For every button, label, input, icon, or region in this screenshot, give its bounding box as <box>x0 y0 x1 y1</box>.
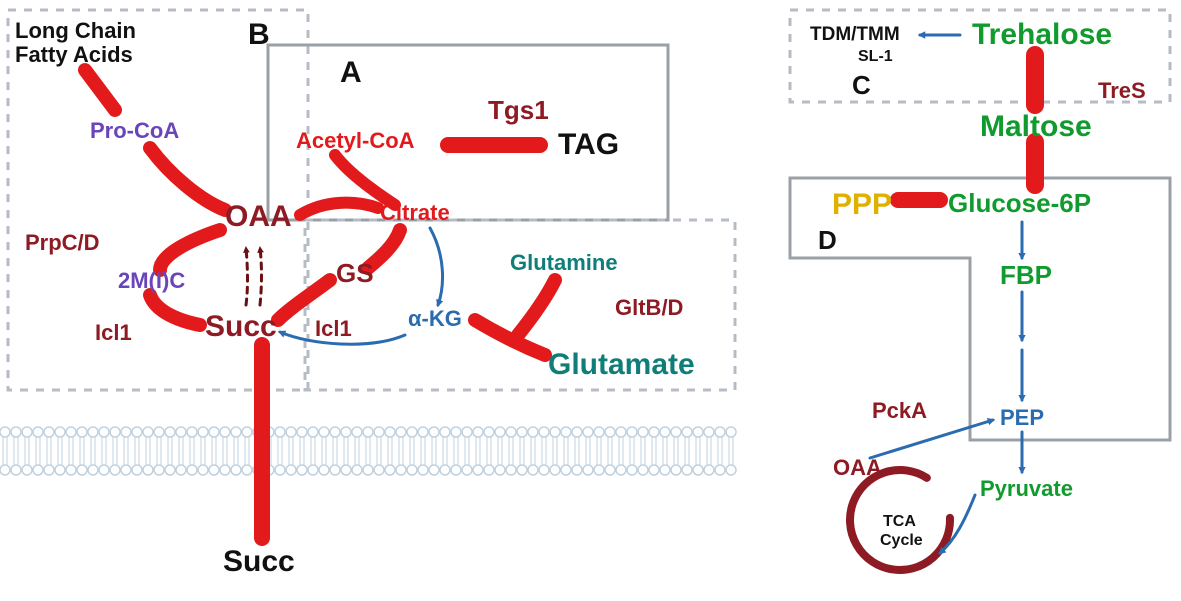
label-tgs1: Tgs1 <box>488 95 549 126</box>
label-D: D <box>818 225 837 256</box>
label-fbp: FBP <box>1000 260 1052 291</box>
label-oaa2: OAA <box>833 455 882 481</box>
label-lcfa1: Long Chain <box>15 18 136 44</box>
label-pyruvate: Pyruvate <box>980 476 1073 502</box>
label-icl1a: Icl1 <box>95 320 132 346</box>
label-g6p: Glucose-6P <box>948 188 1091 219</box>
label-pep: PEP <box>1000 405 1044 431</box>
label-icl1b: Icl1 <box>315 316 352 342</box>
label-ppp: PPP <box>832 188 892 222</box>
label-gltbd: GltB/D <box>615 295 683 321</box>
label-2mic: 2M(I)C <box>118 268 185 294</box>
label-tres: TreS <box>1098 78 1146 104</box>
label-sl1: SL-1 <box>858 48 893 66</box>
label-citrate: Citrate <box>380 200 450 226</box>
label-trehalose: Trehalose <box>972 18 1112 52</box>
label-tca2: Cycle <box>880 532 923 550</box>
label-lcfa2: Fatty Acids <box>15 42 133 68</box>
label-C: C <box>852 70 871 101</box>
label-akg: α-KG <box>408 306 462 332</box>
label-tdm: TDM/TMM <box>810 24 900 46</box>
label-acoa: Acetyl-CoA <box>296 128 415 154</box>
label-B: B <box>248 18 270 52</box>
label-maltose: Maltose <box>980 110 1092 144</box>
label-succ2: Succ <box>223 545 295 579</box>
label-tag: TAG <box>558 128 619 162</box>
diagram-stage: Long ChainFatty Acids B A Pro-CoA PrpC/D 2M(I… <box>0 0 1181 601</box>
label-oaa: OAA <box>225 200 292 234</box>
label-A: A <box>340 56 362 90</box>
label-procoA: Pro-CoA <box>90 118 179 144</box>
label-glutamine: Glutamine <box>510 250 618 276</box>
label-tca1: TCA <box>883 513 916 531</box>
label-pcka: PckA <box>872 398 927 424</box>
label-succ1: Succ <box>205 310 277 344</box>
label-glutamate: Glutamate <box>548 348 695 382</box>
label-gs: GS <box>336 258 374 289</box>
diagram-svg <box>0 0 1181 601</box>
label-prpcd: PrpC/D <box>25 230 100 256</box>
